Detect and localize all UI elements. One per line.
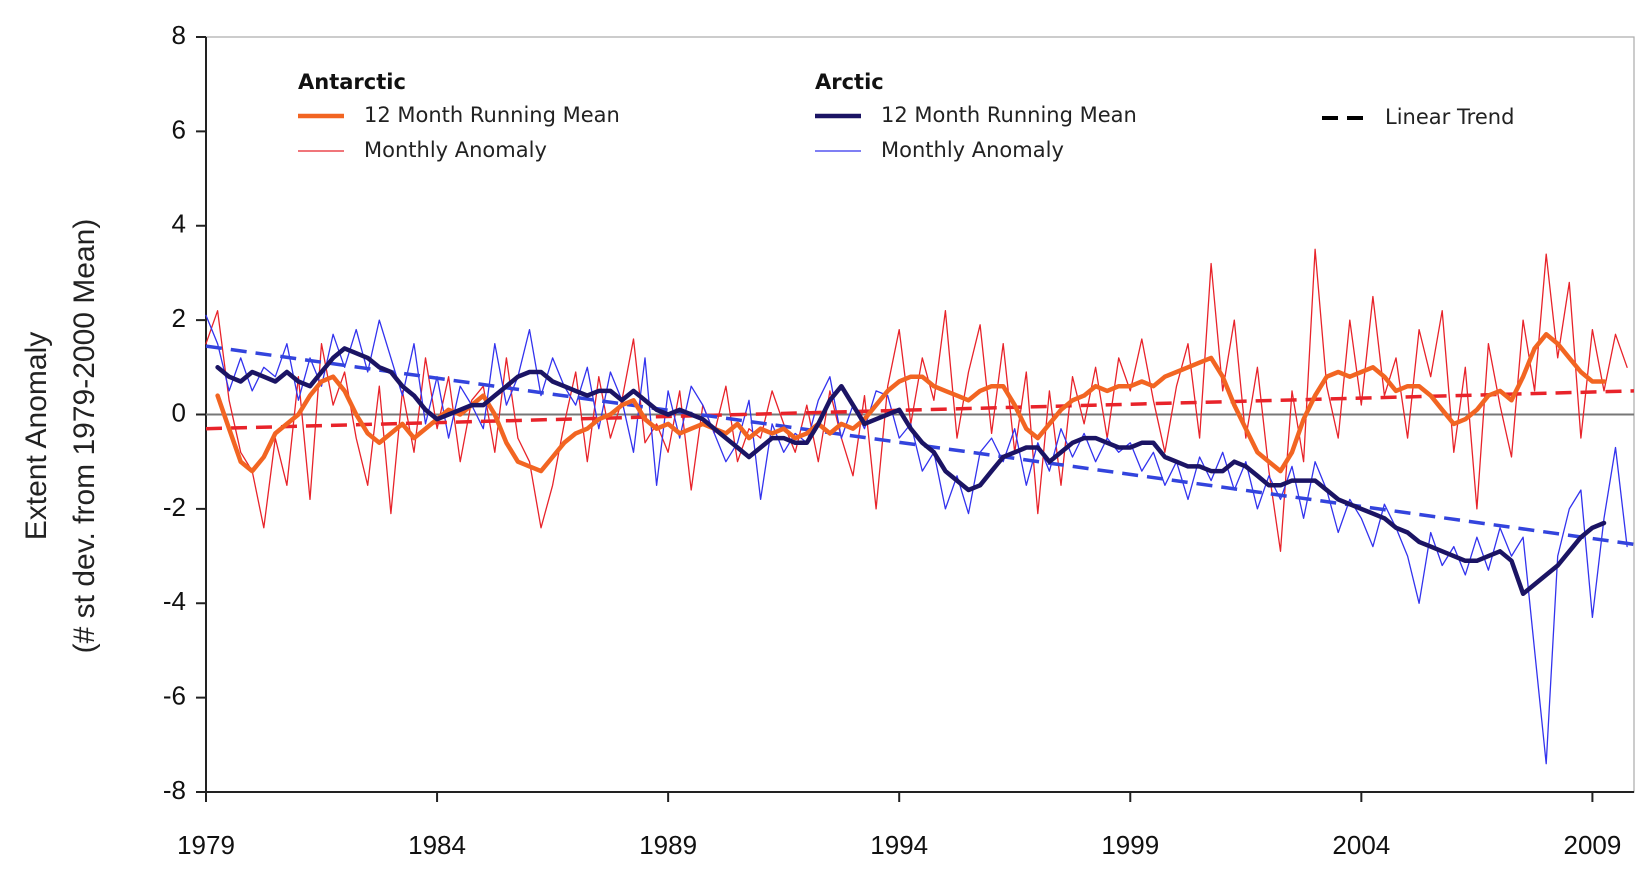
y-tick-label: -4 <box>163 586 186 616</box>
x-tick-label: 1989 <box>639 830 697 860</box>
trend-line <box>205 344 1635 547</box>
data-line <box>205 314 1628 765</box>
y-axis-title: Extent Anomaly <box>20 332 53 540</box>
y-tick-label: -8 <box>163 775 186 805</box>
y-tick-label: -6 <box>163 681 186 711</box>
legend-label: 12 Month Running Mean <box>364 103 620 127</box>
legend-label: Linear Trend <box>1385 105 1514 129</box>
legend-heading: Arctic <box>815 70 884 94</box>
data-line <box>215 346 1607 597</box>
y-tick-label: 6 <box>172 114 186 144</box>
x-tick-label: 1979 <box>177 830 235 860</box>
y-tick-label: 2 <box>172 303 186 333</box>
legend-label: Monthly Anomaly <box>364 138 547 162</box>
y-tick-label: 4 <box>172 209 186 239</box>
x-tick-label: 1994 <box>870 830 928 860</box>
y-axis-title: (# st dev. from 1979-2000 Mean) <box>68 219 101 654</box>
legend-heading: Antarctic <box>298 70 406 94</box>
y-tick-label: -2 <box>163 492 186 522</box>
legend-label: 12 Month Running Mean <box>881 103 1137 127</box>
y-tick-label: 0 <box>172 397 186 427</box>
x-tick-label: 2009 <box>1563 830 1621 860</box>
data-line <box>215 332 1607 474</box>
x-tick-label: 1999 <box>1101 830 1159 860</box>
x-tick-label: 2004 <box>1332 830 1390 860</box>
x-tick-label: 1984 <box>408 830 466 860</box>
data-line <box>205 248 1628 552</box>
legend-label: Monthly Anomaly <box>881 138 1064 162</box>
trend-line <box>205 389 1635 431</box>
y-tick-label: 8 <box>172 20 186 50</box>
